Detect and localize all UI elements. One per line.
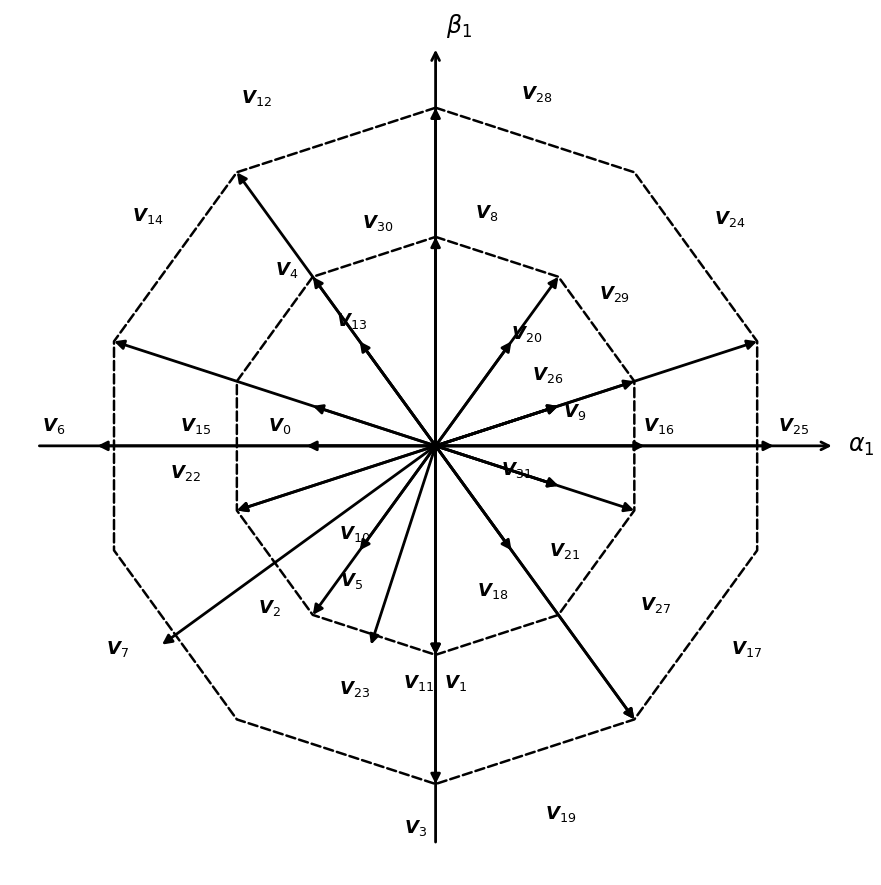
Text: $\boldsymbol{V}_{2}$: $\boldsymbol{V}_{2}$ <box>258 598 281 618</box>
Text: $\boldsymbol{V}_{14}$: $\boldsymbol{V}_{14}$ <box>132 206 164 226</box>
Text: $\boldsymbol{V}_{24}$: $\boldsymbol{V}_{24}$ <box>714 209 745 229</box>
Text: $\alpha_1$: $\alpha_1$ <box>848 434 875 458</box>
Text: $\boldsymbol{V}_{22}$: $\boldsymbol{V}_{22}$ <box>170 463 201 483</box>
Text: $\boldsymbol{V}_{18}$: $\boldsymbol{V}_{18}$ <box>478 581 508 601</box>
Text: $\boldsymbol{V}_{20}$: $\boldsymbol{V}_{20}$ <box>511 324 543 344</box>
Text: $\boldsymbol{V}_{21}$: $\boldsymbol{V}_{21}$ <box>549 541 580 561</box>
Text: $\boldsymbol{V}_{29}$: $\boldsymbol{V}_{29}$ <box>599 284 630 304</box>
Text: $\boldsymbol{V}_{12}$: $\boldsymbol{V}_{12}$ <box>241 88 272 108</box>
Text: $\boldsymbol{V}_{7}$: $\boldsymbol{V}_{7}$ <box>107 639 130 658</box>
Text: $\boldsymbol{V}_{13}$: $\boldsymbol{V}_{13}$ <box>336 311 366 331</box>
Text: $\boldsymbol{V}_{8}$: $\boldsymbol{V}_{8}$ <box>475 203 498 222</box>
Text: $\boldsymbol{V}_{25}$: $\boldsymbol{V}_{25}$ <box>779 416 810 435</box>
Text: $\boldsymbol{V}_{19}$: $\boldsymbol{V}_{19}$ <box>545 804 576 825</box>
Text: $\boldsymbol{V}_{0}$: $\boldsymbol{V}_{0}$ <box>269 416 292 435</box>
Text: $\boldsymbol{V}_{9}$: $\boldsymbol{V}_{9}$ <box>563 402 586 422</box>
Text: $\beta_1$: $\beta_1$ <box>446 12 471 40</box>
Text: $\boldsymbol{V}_{27}$: $\boldsymbol{V}_{27}$ <box>640 595 670 615</box>
Text: $\boldsymbol{V}_{1}$: $\boldsymbol{V}_{1}$ <box>444 673 468 693</box>
Text: $\boldsymbol{V}_{4}$: $\boldsymbol{V}_{4}$ <box>275 260 299 280</box>
Text: $\boldsymbol{V}_{10}$: $\boldsymbol{V}_{10}$ <box>339 524 370 543</box>
Text: $\boldsymbol{V}_{28}$: $\boldsymbol{V}_{28}$ <box>522 84 552 104</box>
Text: $\boldsymbol{V}_{30}$: $\boldsymbol{V}_{30}$ <box>362 212 394 233</box>
Text: $\boldsymbol{V}_{23}$: $\boldsymbol{V}_{23}$ <box>339 680 370 699</box>
Text: $\boldsymbol{V}_{15}$: $\boldsymbol{V}_{15}$ <box>180 416 211 435</box>
Text: $\boldsymbol{V}_{11}$: $\boldsymbol{V}_{11}$ <box>403 673 434 693</box>
Text: $\boldsymbol{V}_{3}$: $\boldsymbol{V}_{3}$ <box>403 818 426 838</box>
Text: $\boldsymbol{V}_{5}$: $\boldsymbol{V}_{5}$ <box>339 571 363 591</box>
Text: $\boldsymbol{V}_{6}$: $\boldsymbol{V}_{6}$ <box>41 416 65 435</box>
Text: $\boldsymbol{V}_{17}$: $\boldsymbol{V}_{17}$ <box>731 639 762 658</box>
Text: $\boldsymbol{V}_{31}$: $\boldsymbol{V}_{31}$ <box>501 459 532 480</box>
Text: $\boldsymbol{V}_{16}$: $\boldsymbol{V}_{16}$ <box>643 416 675 435</box>
Text: $\boldsymbol{V}_{26}$: $\boldsymbol{V}_{26}$ <box>531 365 563 385</box>
